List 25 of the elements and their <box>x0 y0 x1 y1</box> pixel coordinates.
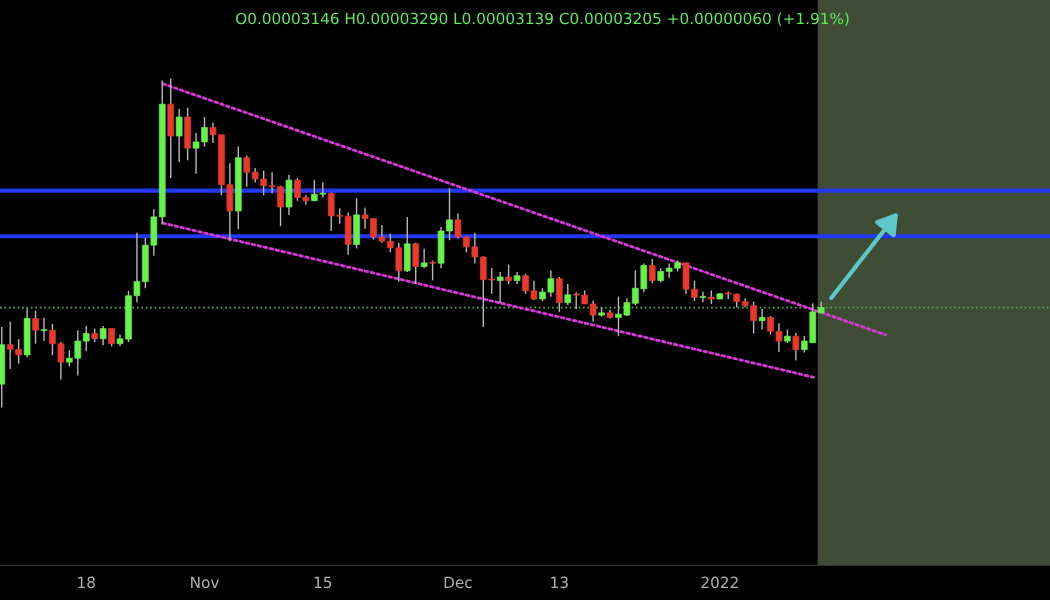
candlestick <box>82 325 90 352</box>
candlestick <box>32 310 39 345</box>
candlestick <box>556 276 563 313</box>
candlestick <box>564 283 572 306</box>
x-tick-label: Dec <box>444 576 472 589</box>
candlestick <box>505 263 512 285</box>
candlestick <box>429 259 436 281</box>
x-tick-label: 18 <box>78 576 95 589</box>
x-tick-label: 2022 <box>701 576 738 589</box>
x-tick-label: Nov <box>191 576 219 589</box>
candlestick <box>792 332 800 362</box>
x-tick-label: 15 <box>314 576 332 589</box>
candlestick <box>648 258 656 284</box>
candlestick <box>589 299 597 323</box>
chart-title: O0.00003146 H0.00003290 L0.00003139 C0.00003205 +0.00000060 (+1.91%) <box>236 12 849 27</box>
candlestick <box>496 271 504 304</box>
candlestick <box>99 325 107 347</box>
candlestick <box>40 317 48 342</box>
x-tick-label: 13 <box>551 576 568 589</box>
candlestick <box>699 290 707 304</box>
candlestick <box>175 108 183 164</box>
candlestick <box>243 154 251 188</box>
candlestick <box>412 242 420 285</box>
candlestick <box>420 248 428 269</box>
candlestick <box>758 308 766 331</box>
